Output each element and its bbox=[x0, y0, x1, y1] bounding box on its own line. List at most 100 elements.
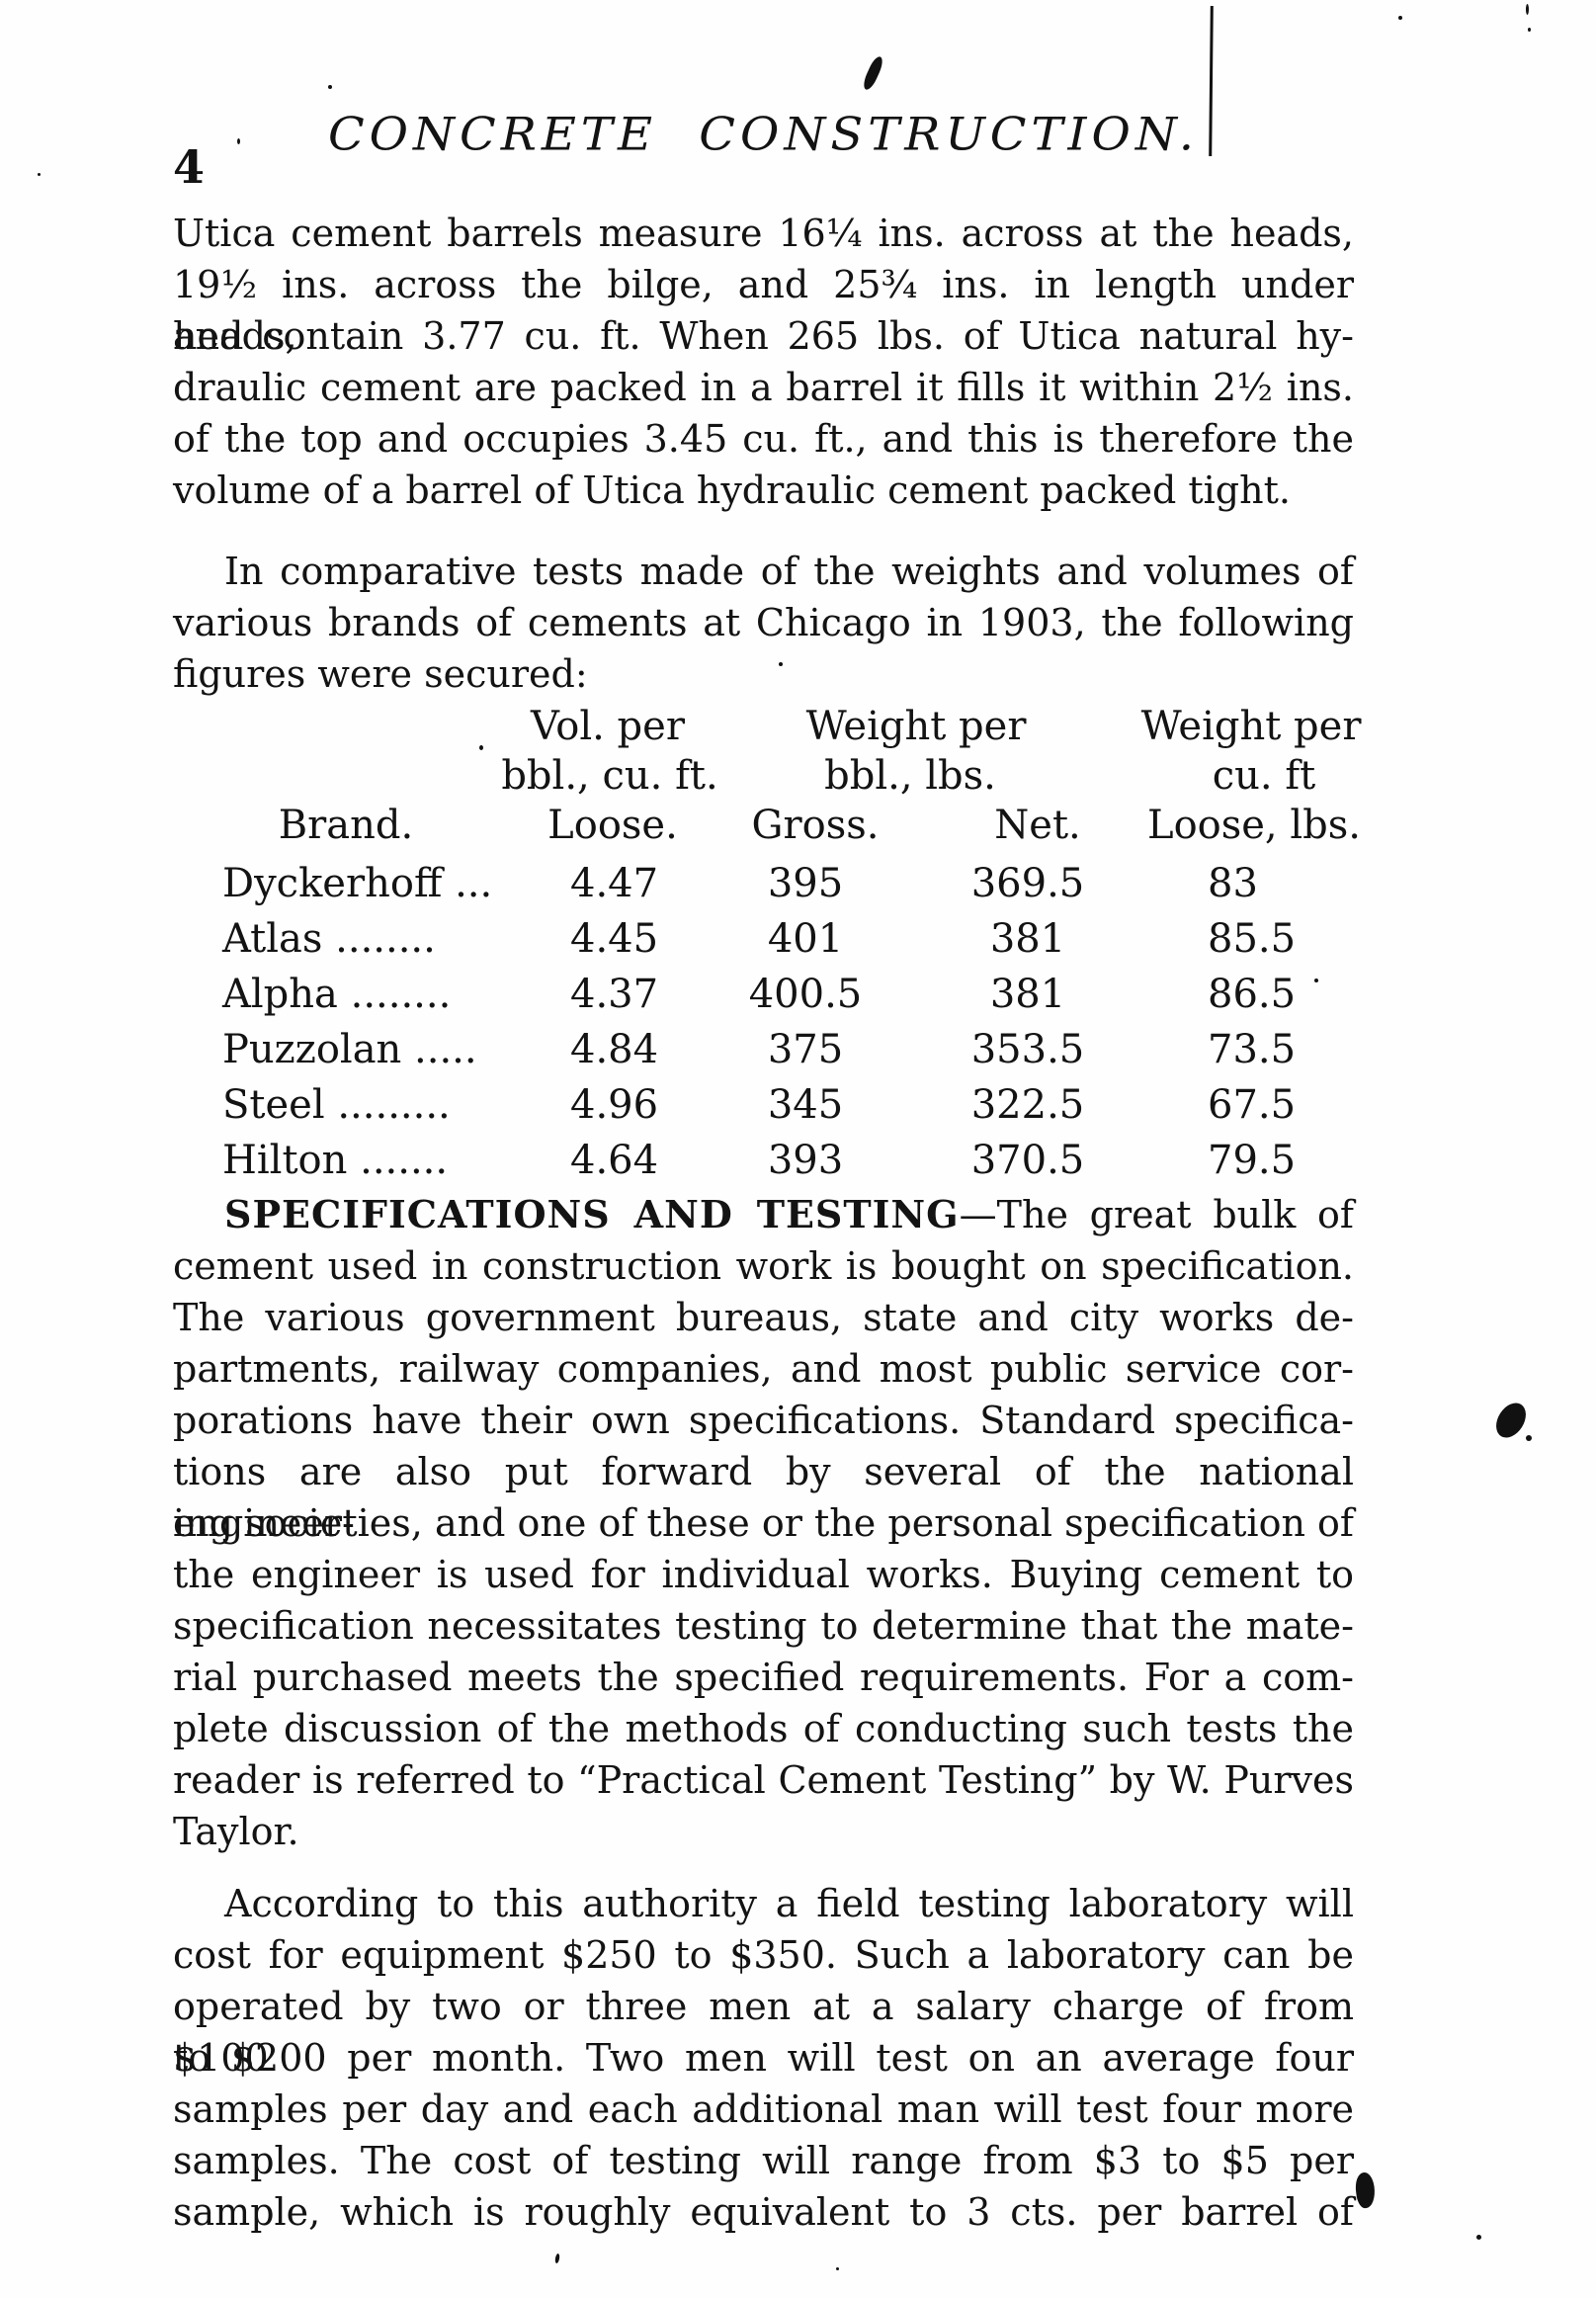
text-line: sample, which is roughly equivalent to 3… bbox=[173, 2190, 1354, 2234]
cell-gross: 345 bbox=[767, 1082, 844, 1128]
cell-brand: Atlas ........ bbox=[222, 916, 436, 962]
ink-speck bbox=[38, 173, 41, 176]
text-line: porations have their own specifications.… bbox=[173, 1399, 1354, 1442]
cell-net: 381 bbox=[989, 972, 1066, 1017]
ink-speck bbox=[554, 2253, 560, 2264]
col-header-weight-cuft: Weight per bbox=[1140, 704, 1362, 749]
cell-net: 353.5 bbox=[970, 1027, 1085, 1072]
cell-net: 322.5 bbox=[970, 1082, 1085, 1128]
table-header-row: bbl., cu. ft. bbl., lbs. cu. ft bbox=[173, 751, 1354, 801]
cell-loose: 83 bbox=[1208, 861, 1258, 906]
weights-table: Vol. per Weight per Weight per bbl., cu.… bbox=[173, 702, 1361, 1191]
text-line: various brands of cements at Chicago in … bbox=[173, 601, 1354, 644]
text-line: cost for equipment $250 to $350. Such a … bbox=[173, 1933, 1354, 1977]
text-line: ing societies, and one of these or the p… bbox=[173, 1501, 1354, 1545]
paragraph-cost: According to this authority a field test… bbox=[173, 1878, 1354, 2238]
ink-speck bbox=[1398, 16, 1402, 20]
col-header-loose: Loose. bbox=[547, 803, 678, 848]
table-header-row: Vol. per Weight per Weight per bbox=[173, 702, 1361, 751]
cell-gross: 395 bbox=[767, 861, 844, 906]
table-row: Atlas ........ 4.45 401 381 85.5 bbox=[173, 911, 1354, 967]
cell-vol: 4.64 bbox=[570, 1138, 659, 1183]
scan-stroke-artifact bbox=[861, 54, 885, 92]
cell-net: 370.5 bbox=[970, 1138, 1085, 1183]
text-line: Utica cement barrels measure 16¼ ins. ac… bbox=[173, 212, 1354, 255]
col-header-gross: Gross. bbox=[751, 803, 880, 848]
table-row: Steel ......... 4.96 345 322.5 67.5 bbox=[173, 1077, 1354, 1133]
cell-gross: 375 bbox=[767, 1027, 844, 1072]
text-line: to $200 per month. Two men will test on … bbox=[173, 2036, 1354, 2080]
text-line: cement used in construction work is boug… bbox=[173, 1244, 1354, 1288]
cell-loose: 67.5 bbox=[1208, 1082, 1297, 1128]
cell-loose: 73.5 bbox=[1208, 1027, 1297, 1072]
text-line: According to this authority a field test… bbox=[224, 1882, 1354, 1925]
col-header-weight-bbl: Weight per bbox=[805, 704, 1027, 749]
cell-vol: 4.45 bbox=[570, 916, 659, 962]
text-line: of the top and occupies 3.45 cu. ft., an… bbox=[173, 417, 1354, 461]
ink-speck bbox=[1526, 4, 1529, 15]
cell-loose: 85.5 bbox=[1208, 916, 1297, 962]
col-header-brand: Brand. bbox=[278, 803, 414, 848]
text-line: partments, railway companies, and most p… bbox=[173, 1347, 1354, 1391]
col-header-vol-per: Vol. per bbox=[531, 704, 685, 749]
ink-blot-bottom bbox=[1353, 2170, 1378, 2210]
text-line: 19½ ins. across the bilge, and 25¾ ins. … bbox=[173, 263, 1354, 358]
col-header-net: Net. bbox=[994, 803, 1081, 848]
col-header-loose-lbs: Loose, lbs. bbox=[1147, 803, 1361, 848]
col-header-weight-bbl-units: bbl., lbs. bbox=[824, 753, 996, 799]
text-line: tions are also put forward by several of… bbox=[173, 1450, 1354, 1545]
table-row: Puzzolan ..... 4.84 375 353.5 73.5 bbox=[173, 1022, 1354, 1077]
cell-gross: 401 bbox=[767, 916, 844, 962]
cell-gross: 400.5 bbox=[748, 972, 863, 1017]
text-line: plete discussion of the methods of condu… bbox=[173, 1707, 1354, 1750]
table-row: Hilton ....... 4.64 393 370.5 79.5 bbox=[173, 1133, 1354, 1188]
paragraph-specifications: SPECIFICATIONS AND TESTING—The great bul… bbox=[173, 1189, 1354, 1857]
table-row: Dyckerhoff ... 4.47 395 369.5 83 bbox=[173, 856, 1354, 911]
section-heading: SPECIFICATIONS AND TESTING bbox=[224, 1192, 960, 1236]
ink-speck bbox=[479, 745, 483, 750]
table-row: Alpha ........ 4.37 400.5 381 86.5 bbox=[173, 967, 1354, 1022]
ink-speck bbox=[328, 85, 332, 89]
cell-loose: 86.5 bbox=[1208, 972, 1297, 1017]
col-header-weight-cuft-units: cu. ft bbox=[1212, 753, 1316, 799]
text-line: In comparative tests made of the weights… bbox=[224, 550, 1354, 593]
ink-speck bbox=[836, 2267, 839, 2270]
text-line: samples. The cost of testing will range … bbox=[173, 2139, 1354, 2182]
text-line: Taylor. bbox=[173, 1810, 299, 1853]
cell-brand: Puzzolan ..... bbox=[222, 1027, 477, 1072]
text-line: and contain 3.77 cu. ft. When 265 lbs. o… bbox=[173, 314, 1354, 358]
ink-speck bbox=[1476, 2235, 1481, 2240]
cell-brand: Alpha ........ bbox=[222, 972, 452, 1017]
text-line: draulic cement are packed in a barrel it… bbox=[173, 366, 1354, 409]
cell-gross: 393 bbox=[767, 1138, 844, 1183]
col-header-vol-per-units: bbl., cu. ft. bbox=[501, 753, 718, 799]
text-line: SPECIFICATIONS AND TESTING—The great bul… bbox=[173, 1189, 1354, 1240]
paragraph-utica: Utica cement barrels measure 16¼ ins. ac… bbox=[173, 208, 1354, 516]
text-line: The various government bureaus, state an… bbox=[173, 1296, 1354, 1339]
ink-speck bbox=[1528, 28, 1531, 32]
text-line: figures were secured: bbox=[173, 652, 588, 696]
cell-loose: 79.5 bbox=[1208, 1138, 1297, 1183]
ink-speck bbox=[237, 138, 240, 144]
cell-vol: 4.84 bbox=[570, 1027, 659, 1072]
cell-net: 381 bbox=[989, 916, 1066, 962]
running-title: CONCRETE CONSTRUCTION. bbox=[327, 108, 1200, 161]
masthead: 4 CONCRETE CONSTRUCTION. bbox=[173, 107, 1354, 196]
text-line: reader is referred to “Practical Cement … bbox=[173, 1758, 1354, 1802]
text-line: rial purchased meets the specified requi… bbox=[173, 1656, 1354, 1699]
paragraph-comparative: In comparative tests made of the weights… bbox=[173, 546, 1354, 700]
text-line: samples per day and each additional man … bbox=[173, 2087, 1354, 2131]
text-line: the engineer is used for individual work… bbox=[173, 1553, 1354, 1596]
cell-brand: Hilton ....... bbox=[222, 1138, 449, 1183]
text-segment: —The great bulk of bbox=[959, 1193, 1354, 1236]
ink-speck bbox=[779, 662, 783, 666]
cell-vol: 4.96 bbox=[570, 1082, 659, 1128]
cell-brand: Dyckerhoff ... bbox=[222, 861, 493, 906]
text-line: specification necessitates testing to de… bbox=[173, 1604, 1354, 1648]
ink-speck bbox=[1526, 1435, 1532, 1441]
table-header-row: Brand. Loose. Gross. Net. Loose, lbs. bbox=[173, 801, 1361, 850]
text-line: volume of a barrel of Utica hydraulic ce… bbox=[173, 468, 1291, 512]
cell-vol: 4.37 bbox=[570, 972, 659, 1017]
cell-net: 369.5 bbox=[970, 861, 1085, 906]
